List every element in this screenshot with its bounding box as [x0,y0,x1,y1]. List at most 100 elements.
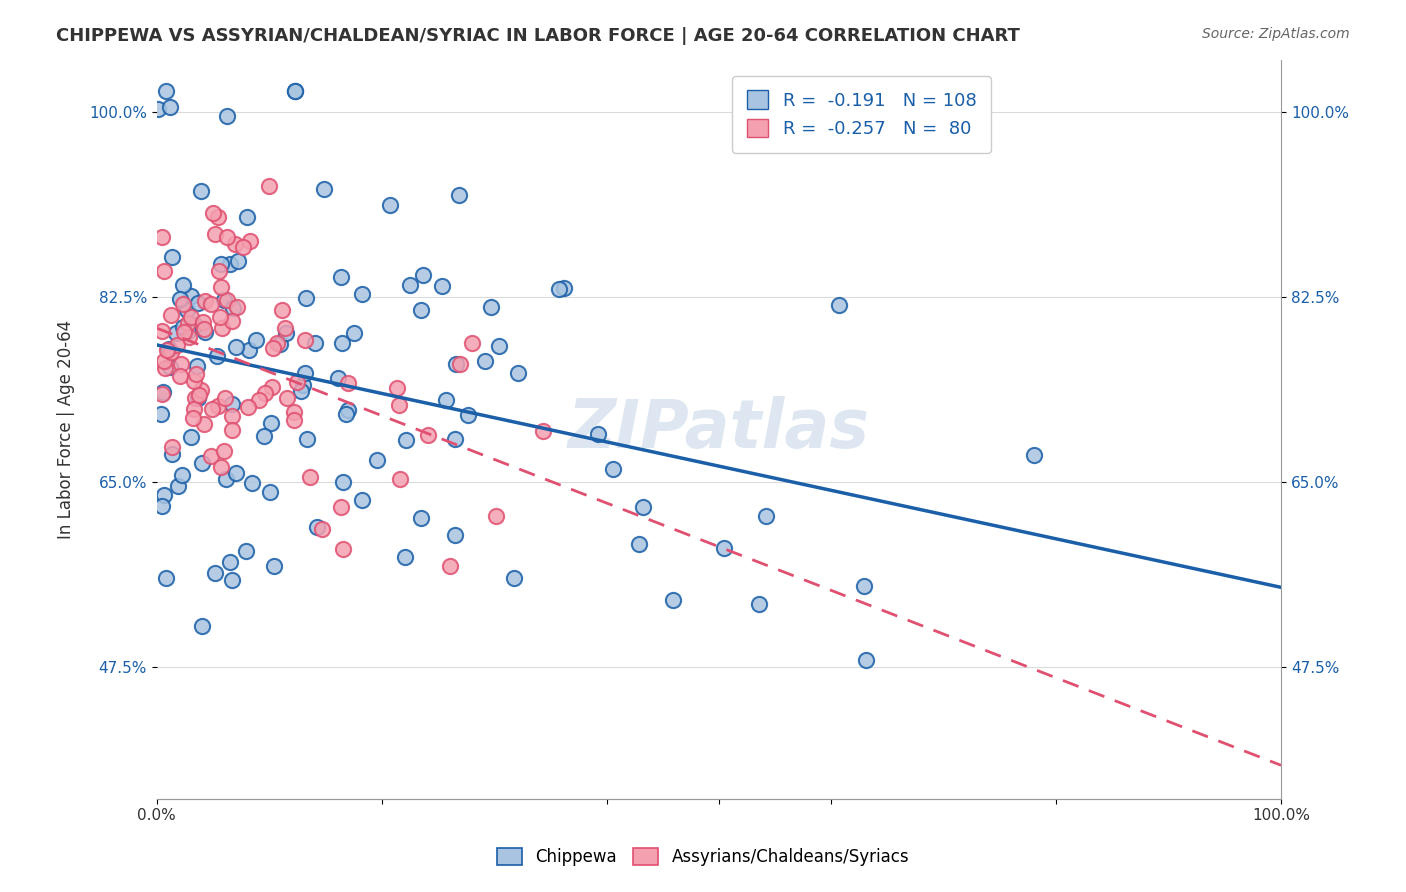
Text: CHIPPEWA VS ASSYRIAN/CHALDEAN/SYRIAC IN LABOR FORCE | AGE 20-64 CORRELATION CHAR: CHIPPEWA VS ASSYRIAN/CHALDEAN/SYRIAC IN … [56,27,1021,45]
Point [311,522,333,536]
Point [166,479,188,493]
Point [180,430,202,444]
Point [225,340,247,354]
Point [172,296,194,310]
Point [219,257,242,271]
Point [172,320,194,334]
Point [343,326,366,341]
Point [297,432,319,446]
Legend: R =  -0.191   N = 108, R =  -0.257   N =  80: R = -0.191 N = 108, R = -0.257 N = 80 [733,76,991,153]
Point [449,358,471,372]
Point [180,289,202,303]
Point [239,234,262,248]
Point [304,336,326,351]
Point [553,281,575,295]
Point [828,297,851,311]
Point [434,393,457,408]
Point [207,399,229,413]
Point [215,293,238,307]
Point [479,300,502,314]
Point [155,571,177,585]
Point [170,467,193,482]
Point [183,374,205,388]
Point [152,263,174,277]
Point [152,386,174,401]
Point [201,401,224,416]
Point [284,84,307,98]
Point [388,472,411,486]
Point [193,322,215,336]
Point [207,210,229,224]
Point [190,384,212,398]
Point [173,325,195,339]
Point [214,391,236,405]
Point [352,492,374,507]
Point [224,237,246,252]
Point [236,401,259,415]
Point [211,321,233,335]
Point [257,178,280,193]
Point [283,404,305,418]
Point [260,416,283,430]
Point [212,293,235,307]
Point [172,278,194,293]
Point [209,257,232,271]
Point [247,392,270,407]
Point [170,357,193,371]
Point [165,326,187,340]
Point [215,109,238,123]
Point [305,519,328,533]
Point [366,453,388,467]
Point [159,360,181,375]
Point [240,476,263,491]
Point [183,402,205,417]
Point [194,293,217,308]
Point [409,303,432,318]
Point [194,325,217,339]
Point [176,303,198,318]
Point [269,336,291,351]
Point [266,335,288,350]
Point [276,391,298,405]
Point [337,402,360,417]
Point [222,301,245,315]
Point [474,354,496,368]
Point [508,366,530,380]
Point [221,409,243,423]
Point [238,343,260,358]
Point [153,361,176,376]
Point [295,291,318,305]
Point [204,227,226,242]
Legend: Chippewa, Assyrians/Chaldeans/Syriacs: Chippewa, Assyrians/Chaldeans/Syriacs [488,840,918,875]
Point [219,555,242,569]
Point [208,264,231,278]
Point [531,425,554,439]
Point [232,240,254,254]
Point [162,250,184,264]
Point [713,541,735,555]
Point [235,544,257,558]
Point [385,381,408,395]
Point [253,429,276,443]
Point [274,321,297,335]
Point [439,559,461,574]
Point [212,443,235,458]
Point [179,330,201,344]
Point [215,472,238,486]
Point [226,300,249,314]
Point [184,391,207,405]
Point [191,618,214,632]
Point [169,292,191,306]
Point [153,488,176,502]
Point [627,537,650,551]
Point [186,359,208,373]
Point [294,366,316,380]
Point [312,181,335,195]
Point [661,593,683,607]
Point [411,511,433,525]
Point [200,449,222,463]
Point [226,254,249,268]
Point [260,380,283,394]
Point [180,310,202,324]
Point [855,652,877,666]
